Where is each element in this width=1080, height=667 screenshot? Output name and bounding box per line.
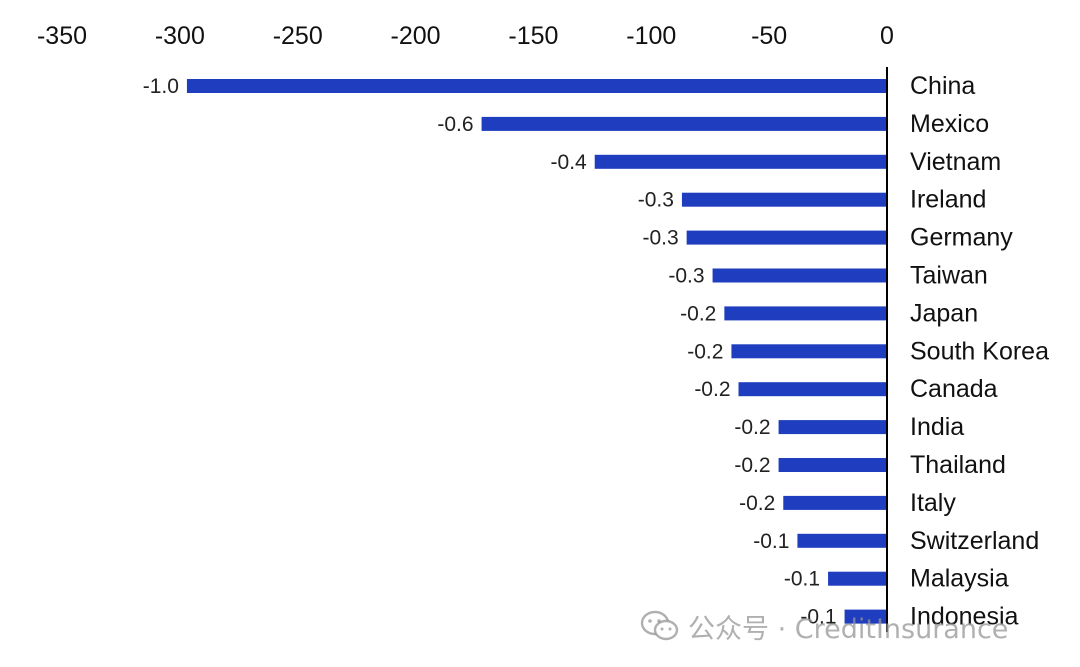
bar	[844, 609, 887, 624]
category-label: Malaysia	[910, 565, 1009, 593]
category-label: South Korea	[910, 337, 1049, 365]
category-label: Thailand	[910, 451, 1006, 479]
category-label: Taiwan	[910, 262, 988, 290]
data-label: -0.2	[680, 302, 716, 325]
bar	[686, 230, 887, 245]
x-tick-label: -150	[508, 22, 558, 50]
category-label: Italy	[910, 489, 956, 517]
bar	[594, 154, 887, 169]
category-label: Germany	[910, 224, 1013, 252]
category-label: Indonesia	[910, 603, 1019, 631]
category-label: Japan	[910, 299, 978, 327]
watermark: 公众号 · CreditInsurance	[640, 606, 1008, 646]
data-labels: -1.0-0.6-0.4-0.3-0.3-0.3-0.2-0.2-0.2-0.2…	[143, 75, 837, 629]
x-tick-label: -300	[155, 22, 205, 50]
data-label: -0.2	[739, 492, 775, 515]
bar	[724, 306, 887, 321]
category-label: Switzerland	[910, 527, 1039, 555]
category-label: China	[910, 72, 975, 100]
x-tick-label: -50	[751, 22, 787, 50]
watermark-text: 公众号 · CreditInsurance	[688, 613, 1009, 645]
bar	[712, 268, 887, 283]
wechat-icon	[640, 610, 679, 641]
category-labels: China Mexico Vietnam Ireland Germany Taiwan Ja…	[910, 72, 1049, 631]
bar	[778, 420, 887, 435]
x-tick-label: -250	[273, 22, 323, 50]
category-label: Mexico	[910, 110, 989, 138]
data-label: -0.4	[551, 151, 588, 174]
x-tick-label: -350	[37, 22, 87, 50]
bar	[738, 382, 887, 397]
data-label: -0.2	[734, 416, 770, 439]
bar	[186, 79, 887, 93]
category-label: Vietnam	[910, 148, 1001, 176]
bar	[828, 571, 887, 586]
data-label: -0.6	[437, 113, 473, 136]
data-label: -0.2	[687, 340, 723, 363]
bar	[783, 495, 887, 510]
x-tick-label: 0	[880, 22, 894, 50]
x-tick-label: -200	[391, 22, 441, 50]
data-label: -0.3	[638, 189, 674, 212]
data-label: -0.1	[800, 606, 836, 629]
data-label: -0.2	[694, 378, 730, 401]
x-tick-label: -100	[626, 22, 676, 50]
bar	[731, 344, 887, 359]
category-label: India	[910, 413, 964, 441]
data-label: -0.3	[668, 265, 704, 288]
category-label: Ireland	[910, 186, 986, 214]
bar	[681, 192, 887, 207]
bar	[481, 116, 887, 131]
data-label: -1.0	[143, 75, 179, 98]
category-label: Canada	[910, 375, 998, 403]
data-label: -0.2	[734, 454, 770, 477]
data-label: -0.3	[642, 227, 678, 250]
x-axis-ticks: -350 -300 -250 -200 -150 -100 -50 0	[37, 22, 894, 50]
data-label: -0.1	[753, 530, 789, 553]
bars	[186, 79, 887, 624]
data-label: -0.1	[784, 568, 820, 591]
bar	[778, 458, 887, 472]
bar	[797, 533, 887, 548]
